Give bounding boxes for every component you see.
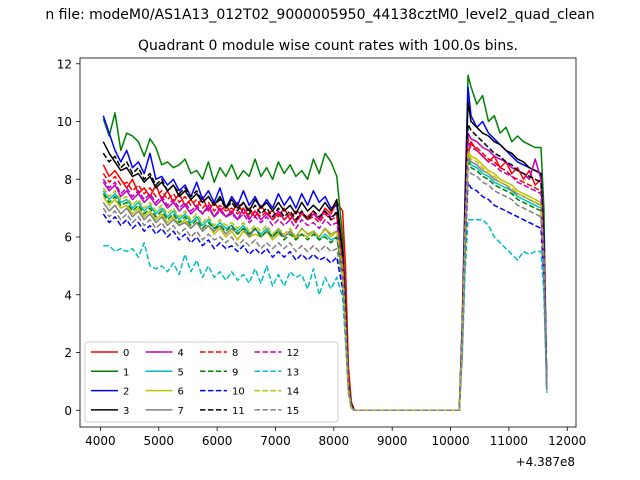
legend-label-3: 3 xyxy=(123,406,129,417)
series-line-1 xyxy=(102,74,548,412)
series-layer xyxy=(102,74,548,412)
y-tick-label: 4 xyxy=(64,288,72,302)
legend-label-14: 14 xyxy=(287,387,300,398)
legend-label-4: 4 xyxy=(178,348,184,359)
legend-label-10: 10 xyxy=(232,387,245,398)
x-tick-label: 8000 xyxy=(319,434,350,448)
legend-label-5: 5 xyxy=(178,367,184,378)
legend-label-0: 0 xyxy=(123,348,129,359)
x-tick-label: 5000 xyxy=(144,434,175,448)
legend-label-15: 15 xyxy=(287,406,300,417)
series-line-8 xyxy=(102,138,548,412)
x-tick-label: 11000 xyxy=(490,434,528,448)
axis-ticks: 4000 5000 6000 7000 8000 9000 10000 11000 12000 0… xyxy=(57,57,587,448)
series-line-13 xyxy=(103,218,548,412)
legend-label-9: 9 xyxy=(232,367,238,378)
x-tick-label: 9000 xyxy=(377,434,408,448)
x-tick-label: 6000 xyxy=(202,434,233,448)
x-tick-label: 7000 xyxy=(260,434,291,448)
series-line-14 xyxy=(102,152,548,412)
series-line-9 xyxy=(102,161,548,412)
series-line-12 xyxy=(102,140,548,412)
legend-label-2: 2 xyxy=(123,387,129,398)
legend-label-1: 1 xyxy=(123,367,129,378)
series-line-10 xyxy=(102,181,548,412)
y-tick-label: 2 xyxy=(64,346,72,360)
series-line-3 xyxy=(102,100,548,412)
y-tick-label: 8 xyxy=(64,173,72,187)
legend-label-13: 13 xyxy=(287,367,300,378)
plot-frame xyxy=(79,57,577,428)
x-tick-label: 12000 xyxy=(548,434,586,448)
legend-box xyxy=(84,341,339,423)
y-tick-label: 0 xyxy=(64,404,72,418)
y-tick-label: 6 xyxy=(64,231,72,245)
y-tick-label: 10 xyxy=(57,115,72,129)
y-tick-label: 12 xyxy=(57,57,72,71)
legend-label-12: 12 xyxy=(287,348,300,359)
legend-label-6: 6 xyxy=(178,387,184,398)
series-line-15 xyxy=(102,166,548,412)
legend-label-11: 11 xyxy=(232,406,245,417)
x-tick-label: 4000 xyxy=(85,434,116,448)
suptitle: n file: modeM0/AS1A13_012T02_9000005950_… xyxy=(45,7,594,23)
legend-label-7: 7 xyxy=(178,406,184,417)
chart-title: Quadrant 0 module wise count rates with … xyxy=(138,38,518,54)
x-tick-label: 10000 xyxy=(431,434,469,448)
x-offset-label: +4.387e8 xyxy=(516,455,575,469)
legend-label-8: 8 xyxy=(232,348,238,359)
series-line-11 xyxy=(102,123,548,412)
